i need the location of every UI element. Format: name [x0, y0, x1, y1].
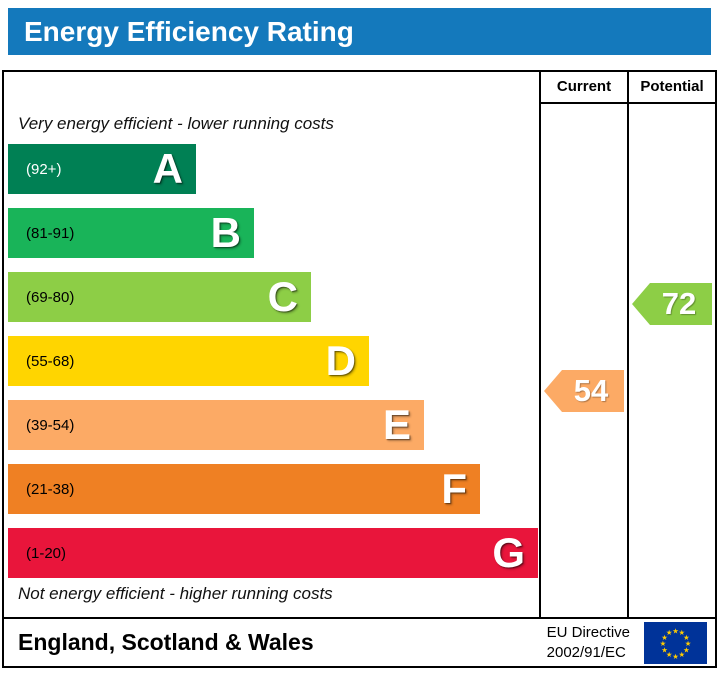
band-bar-c: (69-80) C [8, 272, 311, 322]
potential-rating-arrow: 72 [632, 283, 712, 325]
band-range-d: (55-68) [26, 352, 75, 370]
band-bar-f: (21-38) F [8, 464, 480, 514]
band-range-g: (1-20) [26, 544, 67, 562]
eu-directive-label: EU Directive 2002/91/EC [547, 623, 630, 663]
band-row-f: (21-38) F [8, 464, 480, 514]
band-bar-g: (1-20) G [8, 528, 538, 578]
band-letter-d: D [325, 337, 356, 384]
svg-text:★: ★ [679, 650, 686, 659]
footer-divider [4, 617, 715, 619]
potential-column-divider [627, 72, 629, 617]
band-bar-a: (92+) A [8, 144, 196, 194]
svg-text:★: ★ [666, 650, 673, 659]
footer: England, Scotland & Wales EU Directive 2… [4, 619, 715, 666]
band-range-c: (69-80) [26, 288, 75, 306]
svg-text:★: ★ [679, 628, 686, 637]
svg-text:★: ★ [683, 632, 690, 641]
potential-column-header: Potential [640, 78, 704, 95]
rating-chart: Current Potential Very energy efficient … [2, 70, 717, 668]
band-row-a: (92+) A [8, 144, 196, 194]
svg-text:★: ★ [661, 645, 668, 654]
potential-rating-value: 72 [661, 286, 697, 321]
band-letter-a: A [152, 145, 183, 192]
eu-directive-line1: EU Directive [546, 623, 630, 641]
svg-text:★: ★ [661, 632, 668, 641]
page-title: Energy Efficiency Rating [8, 8, 711, 55]
svg-text:★: ★ [683, 645, 690, 654]
band-range-f: (21-38) [26, 480, 75, 498]
svg-text:★: ★ [672, 626, 679, 635]
bottom-note: Not energy efficient - higher running co… [18, 584, 333, 603]
band-range-b: (81-91) [26, 224, 75, 242]
eu-directive-line2: 2002/91/EC [546, 643, 626, 661]
band-row-g: (1-20) G [8, 528, 538, 578]
band-row-d: (55-68) D [8, 336, 369, 386]
svg-text:★: ★ [660, 639, 667, 648]
band-letter-c: C [267, 273, 298, 320]
svg-text:★: ★ [672, 651, 679, 660]
region-label: England, Scotland & Wales [18, 629, 314, 655]
band-row-e: (39-54) E [8, 400, 424, 450]
footer-right: EU Directive 2002/91/EC ★ ★ ★ ★ ★ ★ ★ ★ … [547, 621, 707, 664]
band-row-c: (69-80) C [8, 272, 311, 322]
column-header-underline [539, 102, 715, 104]
svg-text:★: ★ [685, 639, 692, 648]
svg-text:★: ★ [666, 628, 673, 637]
band-range-a: (92+) [26, 160, 62, 178]
band-bar-d: (55-68) D [8, 336, 369, 386]
band-range-e: (39-54) [26, 416, 75, 434]
top-note: Very energy efficient - lower running co… [18, 114, 334, 133]
band-row-b: (81-91) B [8, 208, 254, 258]
band-letter-f: F [441, 465, 467, 512]
current-rating-arrow: 54 [544, 370, 624, 412]
current-column-divider [539, 72, 541, 617]
current-column-header: Current [556, 78, 612, 95]
band-letter-b: B [210, 209, 241, 256]
band-letter-g: G [492, 529, 525, 576]
band-bar-e: (39-54) E [8, 400, 424, 450]
eu-flag-icon: ★ ★ ★ ★ ★ ★ ★ ★ ★ ★ ★ ★ [644, 621, 707, 664]
band-letter-e: E [382, 401, 411, 448]
band-bar-b: (81-91) B [8, 208, 254, 258]
current-rating-value: 54 [573, 373, 609, 408]
